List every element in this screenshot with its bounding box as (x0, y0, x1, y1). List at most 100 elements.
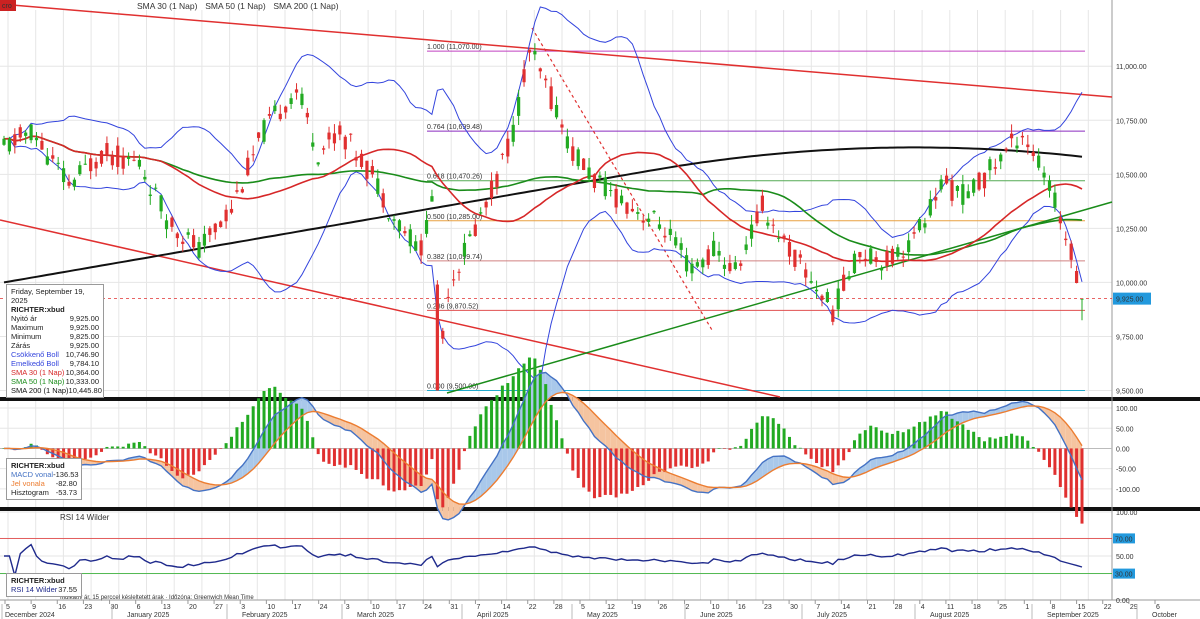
candle-body (18, 127, 22, 138)
macd-histogram-bar (527, 357, 531, 449)
macd-histogram-bar (462, 448, 466, 452)
candle-body (793, 249, 797, 267)
macd-histogram-bar (771, 418, 775, 449)
x-date-label: 10 (712, 604, 720, 611)
candle-body (668, 228, 672, 236)
candle-body (636, 212, 640, 214)
macd-histogram-bar (798, 447, 802, 449)
candle-body (506, 138, 510, 157)
candle-body (674, 237, 678, 246)
macd-histogram-bar (322, 448, 326, 462)
candle-body (143, 176, 147, 180)
candle-body (45, 156, 49, 165)
macd-histogram-bar (657, 448, 661, 472)
macd-area (962, 411, 969, 423)
macd-histogram-bar (782, 428, 786, 449)
candle-body (462, 242, 467, 257)
macd-histogram-bar (62, 448, 66, 463)
x-date-label: 13 (163, 604, 171, 611)
candle-body (1031, 152, 1035, 156)
rsi-info-rows: RSI 14 Wilder 37.55 (11, 585, 77, 594)
candle-body (988, 159, 992, 171)
macd-histogram-bar (1020, 436, 1024, 449)
macd-histogram-bar (549, 404, 553, 449)
candle-body (814, 289, 819, 292)
y-tick-label: 9,750.00 (1116, 334, 1143, 341)
macd-histogram-bar (78, 448, 82, 464)
candle-body (836, 288, 840, 310)
candle-body (305, 112, 309, 118)
macd-area (594, 413, 600, 442)
macd-histogram-bar (154, 448, 158, 456)
candle-body (1069, 243, 1073, 260)
candle-body (311, 142, 315, 147)
macd-area (1044, 407, 1050, 419)
candle-body (944, 175, 949, 184)
macd-histogram-bar (934, 415, 938, 449)
candle-body (300, 93, 304, 106)
indicator-legend-label: SMA 30 (1 Nap) (137, 1, 198, 11)
macd-histogram-bar (977, 437, 981, 449)
macd-area (236, 465, 243, 481)
candle-body (571, 146, 575, 161)
macd-histogram-bar (636, 448, 640, 487)
rsi-info-ticker: RICHTER:xbud (11, 576, 65, 585)
x-date-label: 10 (267, 604, 275, 611)
macd-area (778, 456, 785, 468)
macd-histogram-bar (300, 408, 304, 449)
candle-body (213, 223, 217, 233)
macd-area (1060, 417, 1066, 446)
candle-body (289, 98, 293, 104)
x-date-label: 20 (189, 604, 197, 611)
macd-area (193, 478, 200, 492)
candle-body (928, 199, 932, 216)
macd-histogram-bar (332, 448, 336, 467)
macd-area (469, 490, 476, 503)
candle-body (78, 165, 82, 175)
candle-body (511, 124, 515, 142)
macd-area (881, 456, 887, 466)
macd-histogram-bar (435, 448, 439, 500)
candle-body (72, 179, 77, 187)
macd-area (307, 400, 313, 413)
macd-histogram-bar (1037, 448, 1041, 452)
macd-histogram-bar (993, 438, 997, 449)
price-info-label: Nyitó ár (11, 314, 37, 323)
candle-body (126, 156, 131, 159)
macd-info-label: MACD vonal (11, 470, 54, 479)
candle-body (619, 195, 624, 204)
x-date-label: 31 (450, 604, 458, 611)
x-date-label: 30 (790, 604, 798, 611)
macd-histogram-bar (544, 384, 548, 449)
x-date-label: 3 (241, 604, 245, 611)
macd-histogram-bar (186, 448, 190, 475)
candle-body (663, 235, 667, 238)
candle-body (565, 136, 569, 149)
macd-histogram-bar (403, 448, 407, 491)
candle-body (739, 263, 743, 266)
macd-histogram-bar (105, 446, 109, 449)
macd-area (816, 466, 822, 478)
x-date-label: 10 (372, 604, 380, 611)
macd-area (859, 464, 866, 475)
candle-body (706, 249, 710, 265)
x-date-label: 5 (581, 604, 585, 611)
macd-area (247, 449, 254, 474)
macd-histogram-bar (674, 448, 678, 467)
rsi-level-tag (1113, 533, 1135, 544)
macd-area (453, 501, 460, 518)
candle-body (105, 143, 109, 155)
macd-histogram-bar (777, 423, 781, 449)
rsi-y-tick-label: 50.00 (1116, 554, 1134, 561)
candle-body (527, 49, 532, 53)
candle-body (191, 235, 196, 248)
x-month-label: June 2025 (700, 612, 733, 619)
macd-histogram-bar (132, 442, 136, 449)
macd-histogram-bar (305, 420, 309, 449)
macd-histogram-bar (701, 448, 705, 464)
macd-histogram-bar (955, 421, 959, 449)
candle-body (484, 201, 488, 208)
candle-body (766, 222, 770, 226)
candle-body (657, 224, 662, 229)
